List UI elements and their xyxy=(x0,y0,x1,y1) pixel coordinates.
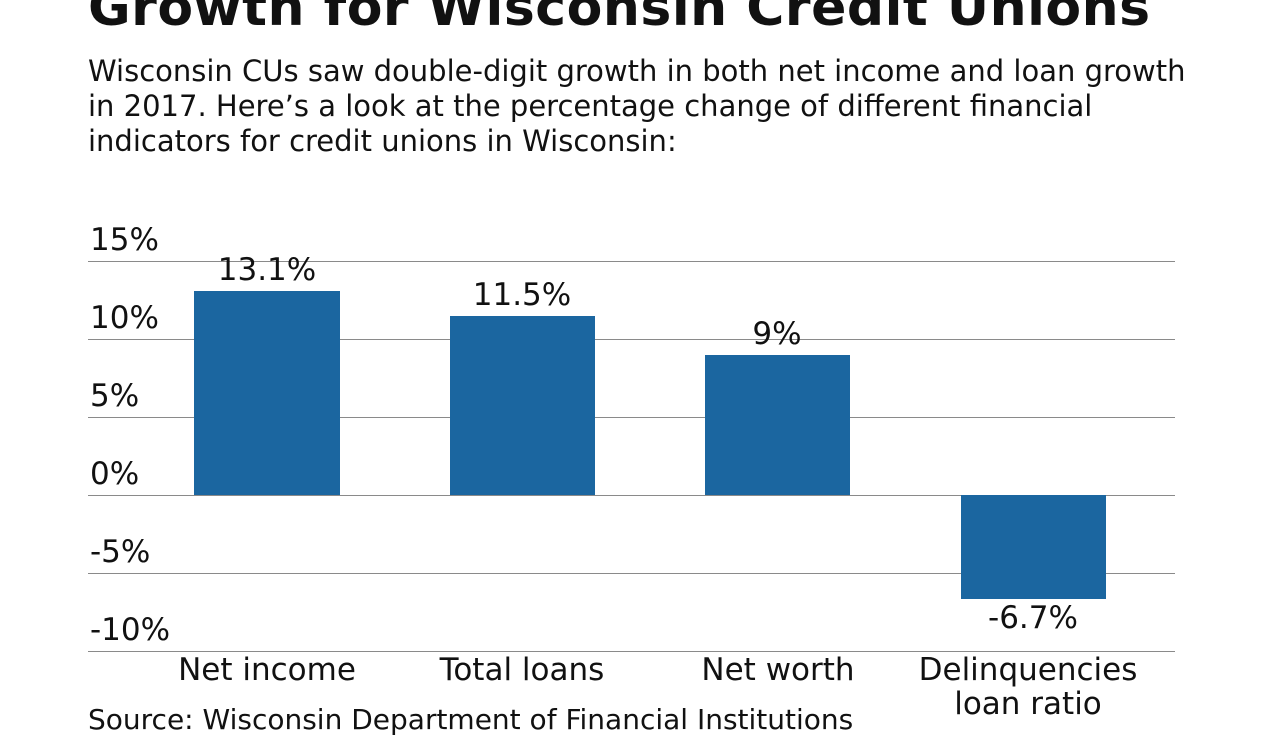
gridline-0 xyxy=(88,495,1175,496)
y-tick-neg5: -5% xyxy=(90,534,151,570)
chart-title: Growth for Wisconsin Credit Unions xyxy=(88,0,1151,38)
bar-net-worth xyxy=(705,355,850,495)
y-tick-5: 5% xyxy=(90,378,140,414)
y-tick-0: 0% xyxy=(90,456,140,492)
gridline-10 xyxy=(88,339,1175,340)
gridline-neg5 xyxy=(88,573,1175,574)
bar-net-income xyxy=(194,291,340,495)
y-tick-15: 15% xyxy=(90,222,159,258)
value-label-net-worth: 9% xyxy=(752,316,802,352)
value-label-delinquencies: -6.7% xyxy=(988,600,1078,636)
gridline-15 xyxy=(88,261,1175,262)
bar-total-loans xyxy=(450,316,595,495)
x-label-net-worth: Net worth xyxy=(701,652,855,688)
x-label-total-loans: Total loans xyxy=(439,652,605,688)
bar-delinquencies xyxy=(961,495,1106,599)
chart-subtitle: Wisconsin CUs saw double-digit growth in… xyxy=(88,54,1186,158)
value-label-total-loans: 11.5% xyxy=(472,277,572,313)
x-label-net-income: Net income xyxy=(178,652,356,688)
value-label-net-income: 13.1% xyxy=(217,252,317,288)
y-tick-neg10: -10% xyxy=(90,612,171,648)
y-tick-10: 10% xyxy=(90,300,159,336)
gridline-5 xyxy=(88,417,1175,418)
gridline-neg10 xyxy=(88,651,1175,652)
x-label-delinquencies: Delinquencies loan ratio xyxy=(918,652,1138,722)
